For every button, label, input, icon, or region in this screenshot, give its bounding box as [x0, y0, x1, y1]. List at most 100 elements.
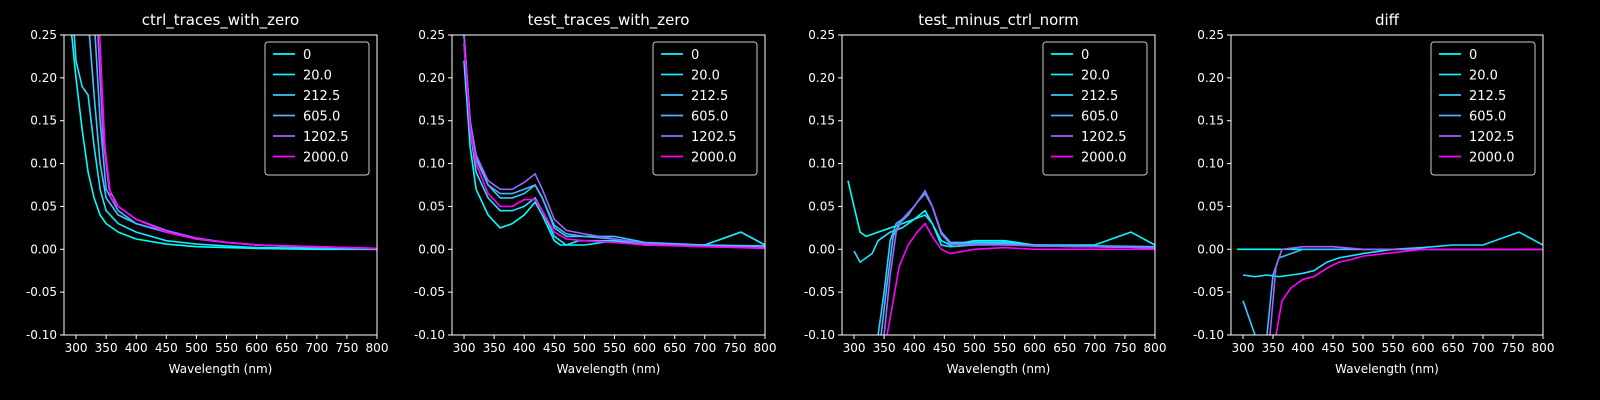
chart-title: ctrl_traces_with_zero — [142, 11, 299, 30]
y-tick-label: 0.15 — [808, 114, 835, 128]
series-line-6 — [1275, 248, 1543, 335]
x-tick-label: 650 — [1053, 341, 1076, 355]
legend-entry: 1202.5 — [1469, 130, 1515, 145]
y-tick-label: -0.05 — [804, 285, 835, 299]
legend-entry: 20.0 — [1081, 69, 1110, 84]
y-tick-label: 0.15 — [418, 114, 445, 128]
legend-entry: 2000.0 — [1469, 151, 1515, 166]
chart-title: test_minus_ctrl_norm — [918, 11, 1079, 30]
x-tick-label: 600 — [633, 341, 656, 355]
y-tick-label: 0.00 — [1197, 242, 1224, 256]
legend-entry: 1202.5 — [303, 130, 349, 145]
y-tick-label: 0.00 — [808, 242, 835, 256]
y-tick-label: -0.05 — [414, 285, 445, 299]
legend-entry: 20.0 — [303, 69, 332, 84]
y-tick-label: 0.20 — [808, 71, 835, 85]
legend: 0 20.0 212.5 605.0 1202.5 2000.0 — [1042, 41, 1148, 176]
legend-entry: 605.0 — [303, 110, 340, 125]
y-tick-label: 0.25 — [808, 28, 835, 42]
x-tick-label: 750 — [1113, 341, 1136, 355]
y-tick-label: -0.10 — [804, 328, 835, 342]
legend-entry: 605.0 — [1081, 110, 1118, 125]
legend-entry: 2000.0 — [1081, 151, 1127, 166]
legend-entry: 2000.0 — [303, 151, 349, 166]
x-tick-label: 700 — [1083, 341, 1106, 355]
legend-entry: 2000.0 — [691, 151, 737, 166]
y-tick-label: 0.05 — [30, 199, 57, 213]
legend-entry: 0 — [1081, 48, 1089, 63]
x-axis-label: Wavelength (nm) — [1335, 362, 1439, 376]
legend-entry: 0 — [303, 48, 311, 63]
legend-entry: 605.0 — [691, 110, 728, 125]
y-tick-label: 0.10 — [1197, 157, 1224, 171]
chart-panel-1: ctrl_traces_with_zero 300 350 400 450 500 550 6… — [26, 11, 389, 376]
y-tick-label: 0.10 — [808, 157, 835, 171]
y-tick-label: 0.25 — [30, 28, 57, 42]
x-tick-label: 350 — [483, 341, 506, 355]
series-line-4 — [880, 192, 1155, 335]
y-tick-label: 0.00 — [30, 242, 57, 256]
plot-frame — [841, 34, 1156, 336]
y-tick-label: 0.20 — [418, 71, 445, 85]
chart-panel-2: test_traces_with_zero 300 350 400 450 500 550 6… — [414, 11, 777, 376]
x-tick-label: 650 — [663, 341, 686, 355]
y-tick-label: 0.05 — [808, 199, 835, 213]
legend-entry: 212.5 — [1081, 89, 1118, 104]
x-tick-label: 800 — [1532, 341, 1555, 355]
y-tick-label: -0.10 — [1193, 328, 1224, 342]
x-tick-label: 600 — [1023, 341, 1046, 355]
series-group — [463, 35, 765, 250]
x-tick-label: 600 — [245, 341, 268, 355]
x-tick-label: 450 — [155, 341, 178, 355]
x-tick-label: 800 — [754, 341, 777, 355]
x-tick-label: 500 — [1352, 341, 1375, 355]
x-tick-label: 550 — [215, 341, 238, 355]
x-tick-label: 700 — [693, 341, 716, 355]
x-tick-label: 750 — [335, 341, 358, 355]
y-tick-label: 0.10 — [30, 157, 57, 171]
x-tick-label: 550 — [993, 341, 1016, 355]
x-tick-label: 450 — [543, 341, 566, 355]
series-line-3 — [877, 189, 1155, 335]
y-tick-label: -0.10 — [414, 328, 445, 342]
y-tick-label: 0.25 — [1197, 28, 1224, 42]
x-tick-label: 800 — [1144, 341, 1167, 355]
y-tick-label: 0.20 — [1197, 71, 1224, 85]
y-tick-label: 0.05 — [418, 199, 445, 213]
chart-title: test_traces_with_zero — [528, 11, 690, 30]
legend-entry: 1202.5 — [1081, 130, 1127, 145]
x-tick-label: 600 — [1412, 341, 1435, 355]
chart-title: diff — [1375, 11, 1400, 29]
plot-frame — [63, 34, 378, 336]
x-tick-label: 550 — [1382, 341, 1405, 355]
x-tick-label: 800 — [366, 341, 389, 355]
series-line-4 — [1266, 248, 1543, 335]
x-axis-label: Wavelength (nm) — [557, 362, 661, 376]
series-line-6 — [98, 35, 377, 250]
series-line-1 — [70, 35, 377, 251]
x-tick-label: 350 — [1262, 341, 1285, 355]
series-group — [847, 180, 1155, 335]
x-tick-label: 550 — [603, 341, 626, 355]
x-axis-label: Wavelength (nm) — [947, 362, 1051, 376]
legend-entry: 0 — [1469, 48, 1477, 63]
x-tick-label: 400 — [513, 341, 536, 355]
series-line-5 — [463, 35, 765, 249]
legend-entry: 212.5 — [303, 89, 340, 104]
x-tick-label: 300 — [1232, 341, 1255, 355]
x-tick-label: 350 — [873, 341, 896, 355]
x-tick-label: 500 — [963, 341, 986, 355]
x-tick-label: 750 — [723, 341, 746, 355]
legend-entry: 212.5 — [691, 89, 728, 104]
y-tick-label: -0.10 — [26, 328, 57, 342]
legend-entry: 20.0 — [691, 69, 720, 84]
legend: 0 20.0 212.5 605.0 1202.5 2000.0 — [1430, 41, 1536, 176]
x-tick-label: 400 — [125, 341, 148, 355]
x-tick-label: 700 — [1472, 341, 1495, 355]
legend-entry: 212.5 — [1469, 89, 1506, 104]
chart-panel-4: diff 300 350 400 450 500 550 600 650 700 750 800 -0.… — [1193, 11, 1555, 376]
series-group — [1237, 231, 1543, 335]
series-line-6 — [886, 222, 1155, 335]
chart-panel-3: test_minus_ctrl_norm 300 350 400 450 500 550 60… — [804, 11, 1167, 376]
